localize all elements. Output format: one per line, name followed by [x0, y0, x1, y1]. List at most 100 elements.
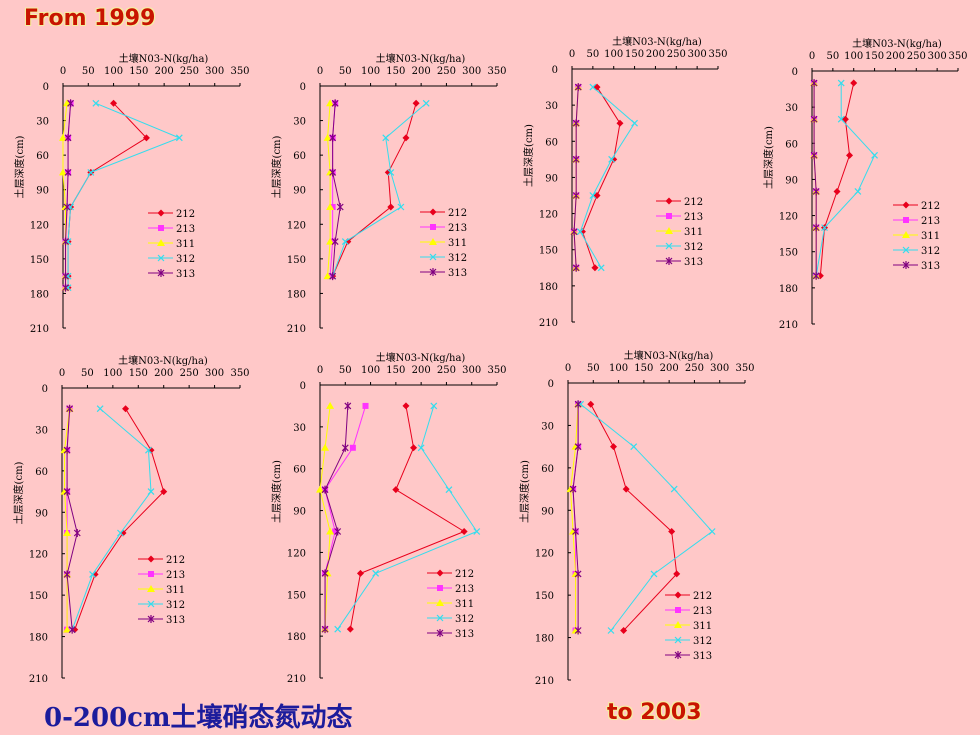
marker-212	[110, 99, 118, 107]
series-212	[587, 400, 681, 634]
y-tick-label: 210	[539, 318, 558, 329]
marker-312	[902, 246, 910, 254]
marker-212	[412, 99, 420, 107]
series-313	[569, 400, 582, 635]
y-tick-label: 60	[545, 137, 558, 148]
marker-212	[384, 168, 392, 176]
legend-label: 212	[455, 569, 474, 580]
marker-312	[96, 405, 104, 413]
marker-312	[147, 488, 155, 495]
y-tick-label: 150	[29, 591, 48, 602]
nitrate-chart-4: 0 50 100 150 200 250 300 350土壤N03-N(kg/ha)03060…	[762, 37, 968, 331]
y-tick-label: 210	[535, 676, 554, 687]
x-axis-title: 土壤N03-N(kg/ha)	[612, 35, 702, 48]
x-tick-label: 0	[809, 51, 815, 62]
y-tick-label: 210	[779, 320, 798, 331]
y-tick-label: 90	[785, 175, 798, 186]
marker-312	[674, 636, 682, 644]
y-tick-label: 90	[293, 186, 306, 197]
x-tick-label: 200	[412, 66, 431, 77]
legend-label: 212	[921, 201, 940, 212]
x-tick-label: 50	[81, 368, 94, 379]
marker-312	[445, 486, 453, 494]
x-tick-label: 250	[667, 49, 686, 60]
x-tick-label: 300	[205, 368, 224, 379]
nitrate-chart-2: 0 50 100 150 200 250 300 350 土壤N03-N(kg/ha) 0 30 60…	[270, 52, 507, 335]
legend-entry-313: 313	[148, 269, 195, 280]
legend-entry-311: 311	[148, 239, 195, 250]
marker-311	[326, 237, 335, 245]
series-line-212	[74, 408, 165, 630]
series-312	[64, 99, 183, 292]
marker-213	[675, 607, 681, 613]
legend-label: 313	[448, 268, 467, 279]
y-tick-label: 60	[36, 151, 49, 162]
legend-entry-212: 212	[427, 569, 474, 580]
legend-label: 213	[176, 224, 195, 235]
legend-label: 311	[455, 599, 474, 610]
marker-311	[316, 485, 324, 493]
x-axis-title: 土壤N03-N(kg/ha)	[624, 349, 714, 362]
x-tick-label: 350	[708, 49, 727, 60]
marker-312	[650, 570, 658, 578]
y-tick-label: 0	[300, 381, 306, 392]
legend-entry-312: 312	[665, 636, 712, 647]
marker-312	[436, 614, 444, 622]
marker-212	[610, 155, 618, 163]
marker-213	[903, 217, 909, 223]
marker-212	[902, 201, 910, 209]
legend-label: 311	[921, 231, 940, 242]
legend-label: 311	[448, 238, 467, 249]
legend-label: 312	[176, 254, 195, 265]
marker-312	[631, 119, 638, 127]
legend-entry-312: 312	[138, 600, 185, 611]
y-tick-label: 180	[29, 633, 48, 644]
x-tick-label: 0	[565, 363, 571, 374]
marker-312	[597, 264, 605, 272]
marker-312	[147, 600, 155, 608]
marker-312	[422, 99, 430, 107]
x-tick-label: 300	[205, 66, 224, 77]
legend-entry-212: 212	[148, 209, 195, 220]
marker-312	[589, 83, 597, 91]
marker-311	[323, 272, 332, 280]
x-tick-label: 150	[386, 365, 405, 376]
marker-212	[147, 555, 155, 563]
y-axis-title: 土层深度(cm)	[270, 460, 283, 523]
legend-label: 312	[684, 242, 703, 253]
x-tick-label: 0	[59, 368, 65, 379]
y-tick-label: 90	[541, 506, 554, 517]
series-312	[577, 400, 716, 634]
legend-label: 213	[455, 584, 474, 595]
x-tick-label: 300	[462, 66, 481, 77]
marker-312	[708, 528, 716, 535]
legend-entry-311: 311	[427, 599, 474, 610]
legend-label: 212	[684, 197, 703, 208]
marker-311	[326, 99, 335, 107]
series-312	[812, 79, 878, 280]
y-tick-label: 120	[779, 212, 798, 223]
series-line-312	[337, 405, 478, 630]
marker-212	[387, 203, 395, 211]
series-line-312	[815, 83, 876, 276]
marker-213	[437, 585, 443, 591]
y-tick-label: 150	[287, 590, 306, 601]
x-tick-label: 100	[604, 49, 623, 60]
marker-311	[157, 239, 165, 246]
x-tick-label: 350	[230, 66, 249, 77]
y-axis-title: 土层深度(cm)	[12, 461, 25, 524]
series-313	[810, 79, 820, 280]
series-313	[62, 99, 75, 292]
legend-entry-212: 212	[420, 208, 467, 219]
series-312	[68, 405, 155, 634]
marker-312	[382, 134, 390, 142]
legend-entry-313: 313	[893, 261, 940, 272]
legend-entry-311: 311	[420, 238, 467, 249]
y-tick-label: 60	[541, 464, 554, 475]
series-line-311	[327, 103, 331, 277]
y-tick-label: 0	[42, 384, 48, 395]
legend-label: 313	[684, 257, 703, 268]
marker-213	[329, 238, 336, 245]
x-tick-label: 100	[361, 66, 380, 77]
marker-213	[349, 444, 356, 451]
